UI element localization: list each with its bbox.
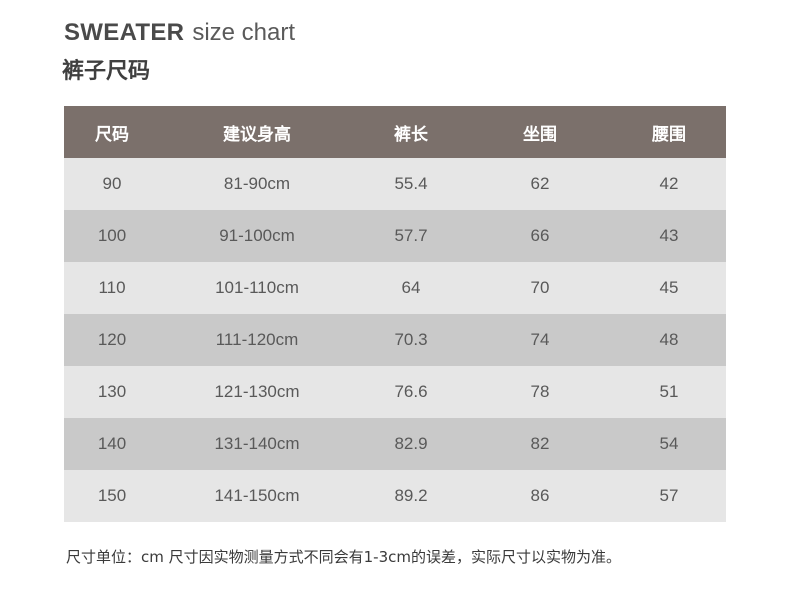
cell-height: 101-110cm xyxy=(215,278,299,297)
cell-length: 64 xyxy=(401,278,421,297)
cell-length: 76.6 xyxy=(394,382,428,401)
cell-size: 140 xyxy=(97,434,127,453)
cell-length: 55.4 xyxy=(394,174,428,193)
table-header-row: 尺码 建议身高 裤长 坐围 腰围 xyxy=(64,106,726,158)
page-subtitle: 裤子尺码 xyxy=(62,59,151,84)
cell-length: 57.7 xyxy=(394,226,428,245)
cell-waist: 51 xyxy=(659,382,679,401)
cell-size: 120 xyxy=(97,330,127,349)
cell-height: 111-120cm xyxy=(215,330,299,349)
cell-size: 150 xyxy=(97,486,127,505)
column-header-waist: 腰围 xyxy=(652,124,686,144)
size-chart-table: 尺码 建议身高 裤长 坐围 腰围 90 81-90cm 55.4 62 42 1… xyxy=(64,106,726,522)
cell-height: 141-150cm xyxy=(214,486,300,505)
column-header-height: 建议身高 xyxy=(223,124,291,144)
cell-waist: 45 xyxy=(659,278,679,297)
cell-size: 130 xyxy=(97,382,127,401)
cell-size: 90 xyxy=(102,174,122,193)
measurement-footnote: 尺寸单位：cm 尺寸因实物测量方式不同会有1-3cm的误差，实际尺寸以实物为准。 xyxy=(66,548,621,566)
title-bold: SWEATER xyxy=(64,19,185,46)
table-row: 110 101-110cm 64 70 45 xyxy=(64,262,726,314)
cell-length: 82.9 xyxy=(394,434,428,453)
cell-length: 89.2 xyxy=(394,486,428,505)
cell-waist: 42 xyxy=(659,174,679,193)
cell-hip: 70 xyxy=(530,278,550,297)
cell-waist: 54 xyxy=(659,434,679,453)
cell-waist: 57 xyxy=(659,486,679,505)
cell-height: 121-130cm xyxy=(214,382,300,401)
table-row: 90 81-90cm 55.4 62 42 xyxy=(64,158,726,210)
title-light: size chart xyxy=(192,19,296,46)
page-title: SWEATER size chart xyxy=(64,18,295,48)
table-row: 100 91-100cm 57.7 66 43 xyxy=(64,210,726,262)
cell-size: 100 xyxy=(97,226,127,245)
column-header-size: 尺码 xyxy=(95,124,129,144)
cell-height: 81-90cm xyxy=(223,174,291,193)
column-header-hip: 坐围 xyxy=(523,124,557,144)
cell-hip: 74 xyxy=(530,330,550,349)
column-header-length: 裤长 xyxy=(394,124,428,144)
table-row: 130 121-130cm 76.6 78 51 xyxy=(64,366,726,418)
cell-hip: 62 xyxy=(530,174,550,193)
cell-length: 70.3 xyxy=(394,330,428,349)
cell-hip: 66 xyxy=(530,226,550,245)
table-row: 120 111-120cm 70.3 74 48 xyxy=(64,314,726,366)
cell-size: 110 xyxy=(98,278,126,297)
table-row: 140 131-140cm 82.9 82 54 xyxy=(64,418,726,470)
cell-waist: 48 xyxy=(659,330,679,349)
cell-waist: 43 xyxy=(659,226,679,245)
cell-hip: 78 xyxy=(530,382,550,401)
cell-height: 131-140cm xyxy=(214,434,300,453)
table-row: 150 141-150cm 89.2 86 57 xyxy=(64,470,726,522)
cell-height: 91-100cm xyxy=(219,226,295,245)
cell-hip: 82 xyxy=(530,434,550,453)
cell-hip: 86 xyxy=(530,486,550,505)
